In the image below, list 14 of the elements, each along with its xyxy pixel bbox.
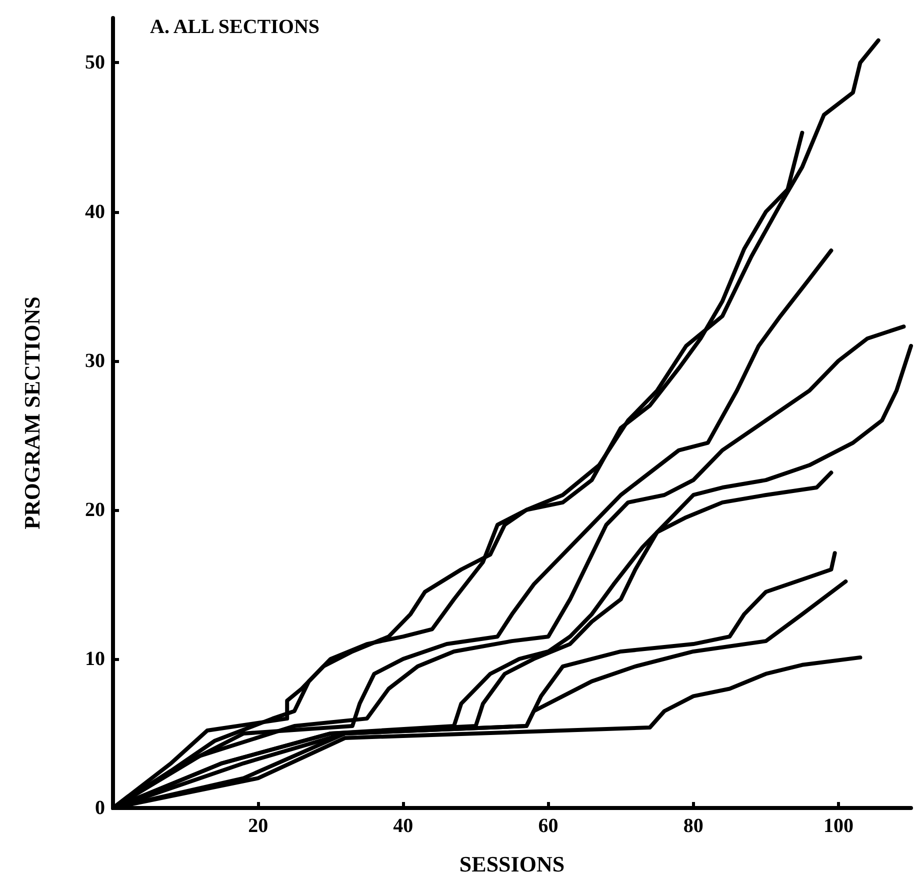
y-tick-label: 30	[85, 350, 105, 372]
y-tick-label: 50	[85, 52, 105, 74]
y-tick-label: 40	[85, 200, 105, 223]
y-axis-title: PROGRAM SECTIONS	[20, 296, 44, 530]
x-tick-label: 20	[248, 815, 268, 837]
chart-title: A. ALL SECTIONS	[150, 16, 320, 38]
y-tick-label: 10	[85, 648, 105, 670]
x-tick-label: 40	[393, 815, 414, 837]
y-tick-label: 0	[95, 797, 105, 819]
x-tick-label: 60	[538, 815, 558, 837]
x-axis-title: SESSIONS	[459, 852, 565, 876]
x-tick-label: 100	[823, 815, 854, 837]
y-tick-label: 20	[85, 498, 105, 521]
x-tick-label: 80	[683, 815, 704, 837]
